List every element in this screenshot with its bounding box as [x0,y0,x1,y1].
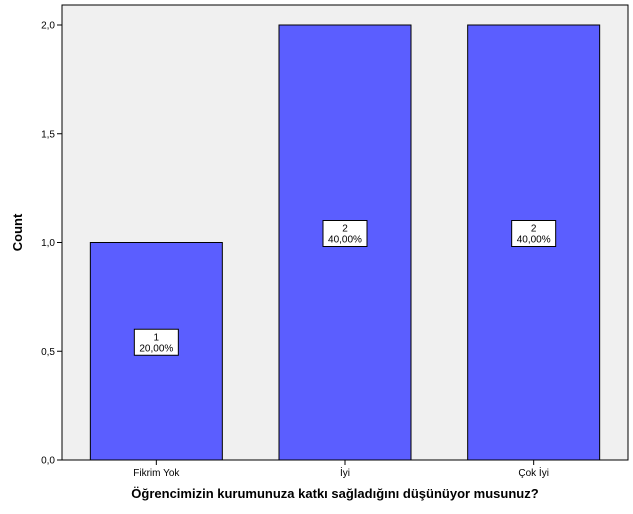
data-label: 240,00% [322,220,368,247]
y-tick-label: 1,0 [41,238,55,249]
data-label-percent: 40,00% [328,235,362,246]
x-tick-label: Fikrim Yok [133,468,180,479]
y-tick-label: 0,0 [41,456,55,467]
x-tick-label: İyi [340,466,350,479]
y-tick-label: 1,5 [41,129,55,140]
data-label-count: 2 [531,224,537,235]
x-axis-title: Öğrencimizin kurumunuza katkı sağladığın… [131,486,538,501]
data-label-percent: 40,00% [517,235,551,246]
data-label: 240,00% [511,220,557,247]
x-tick-label: Çok İyi [518,466,549,479]
data-label-count: 2 [342,224,348,235]
data-label-count: 1 [154,332,160,343]
y-tick-label: 0,5 [41,347,55,358]
y-tick-label: 2,0 [41,21,55,32]
x-axis: Fikrim Yok İyi Çok İyi [62,459,628,479]
y-axis-title: Count [10,213,25,251]
data-label: 120,00% [133,328,179,356]
y-axis: 0,0 0,5 1,0 1,5 2,0 [41,5,63,467]
data-labels-group: 120,00%240,00%240,00% [133,220,557,356]
data-label-percent: 20,00% [139,343,173,354]
